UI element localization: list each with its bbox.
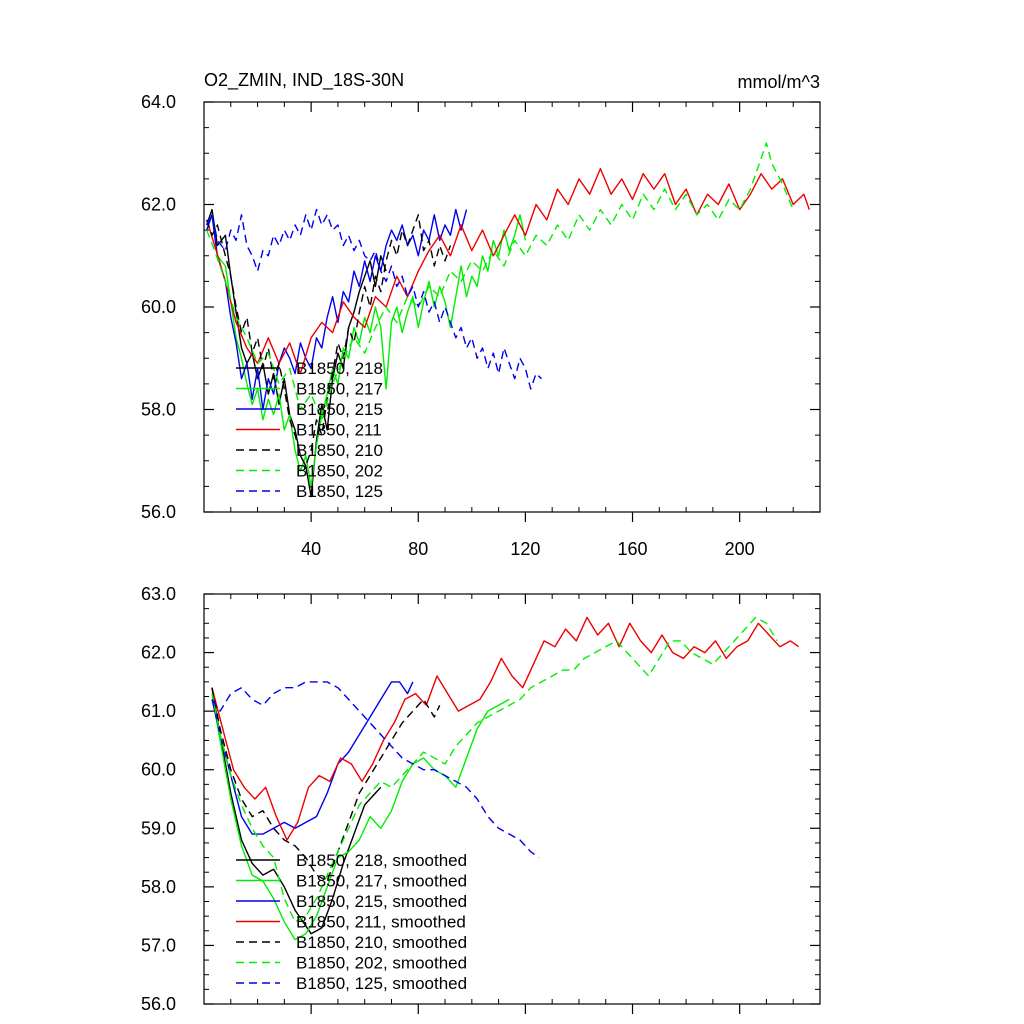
legend-label: B1850, 218 bbox=[296, 359, 383, 378]
legend-label: B1850, 202 bbox=[296, 462, 383, 481]
bottom-panel: 56.0 57.0 58.0 59.0 60.0 61.0 62.0 63.0 B1850, 2… bbox=[141, 584, 821, 1014]
y-tick-label: 63.0 bbox=[141, 584, 176, 604]
legend: B1850, 218, smoothed B1850, 217, smoothed… bbox=[236, 851, 467, 993]
y-tick-label: 60.0 bbox=[141, 297, 176, 317]
legend-label: B1850, 125, smoothed bbox=[296, 974, 467, 993]
y-tick-label: 56.0 bbox=[141, 994, 176, 1014]
y-tick-label: 64.0 bbox=[141, 92, 176, 112]
series-line-4 bbox=[206, 214, 452, 467]
y-tick-label: 62.0 bbox=[141, 643, 176, 663]
chart-title: O2_ZMIN, IND_18S-30N bbox=[204, 70, 404, 91]
x-tick-label: 160 bbox=[617, 539, 647, 559]
x-tick-label: 80 bbox=[408, 539, 428, 559]
x-tick-label: 40 bbox=[301, 539, 321, 559]
legend-label: B1850, 202, smoothed bbox=[296, 954, 467, 973]
y-tick-label: 62.0 bbox=[141, 195, 176, 215]
x-tick-label: 200 bbox=[725, 539, 755, 559]
y-tick-label: 57.0 bbox=[141, 935, 176, 955]
series-line-1 bbox=[206, 214, 527, 488]
y-tick-label: 60.0 bbox=[141, 760, 176, 780]
series-line-3 bbox=[206, 167, 810, 375]
legend-label: B1850, 217 bbox=[296, 380, 383, 399]
series-line-1 bbox=[211, 693, 510, 941]
series-line-2 bbox=[206, 208, 468, 411]
legend-label: B1850, 218, smoothed bbox=[296, 851, 467, 870]
y-tick-label: 59.0 bbox=[141, 818, 176, 838]
y-tick-label: 58.0 bbox=[141, 877, 176, 897]
top-panel: 40 80 120 160 200 56.0 58.0 60.0 62.0 64.0 B1850, … bbox=[141, 92, 821, 559]
legend-label: B1850, 125 bbox=[296, 482, 383, 501]
legend-label: B1850, 215, smoothed bbox=[296, 892, 467, 911]
x-tick-label: 120 bbox=[510, 539, 540, 559]
series-line-0 bbox=[211, 687, 382, 935]
series-line-6 bbox=[206, 208, 542, 390]
legend-label: B1850, 215 bbox=[296, 400, 383, 419]
plot-frame bbox=[203, 593, 821, 1005]
legend-label: B1850, 211 bbox=[296, 421, 382, 440]
y-tick-label: 56.0 bbox=[141, 502, 176, 522]
legend-label: B1850, 217, smoothed bbox=[296, 872, 467, 891]
y-tick-label: 61.0 bbox=[141, 701, 176, 721]
series-line-2 bbox=[211, 681, 414, 835]
legend-label: B1850, 210 bbox=[296, 441, 383, 460]
y-tick-label: 58.0 bbox=[141, 400, 176, 420]
legend-label: B1850, 211, smoothed bbox=[296, 913, 466, 932]
series-line-3 bbox=[211, 616, 800, 841]
series-line-5 bbox=[206, 142, 794, 421]
chart-units: mmol/m^3 bbox=[738, 72, 820, 92]
series-line-6 bbox=[211, 681, 540, 859]
legend-label: B1850, 210, smoothed bbox=[296, 933, 467, 952]
